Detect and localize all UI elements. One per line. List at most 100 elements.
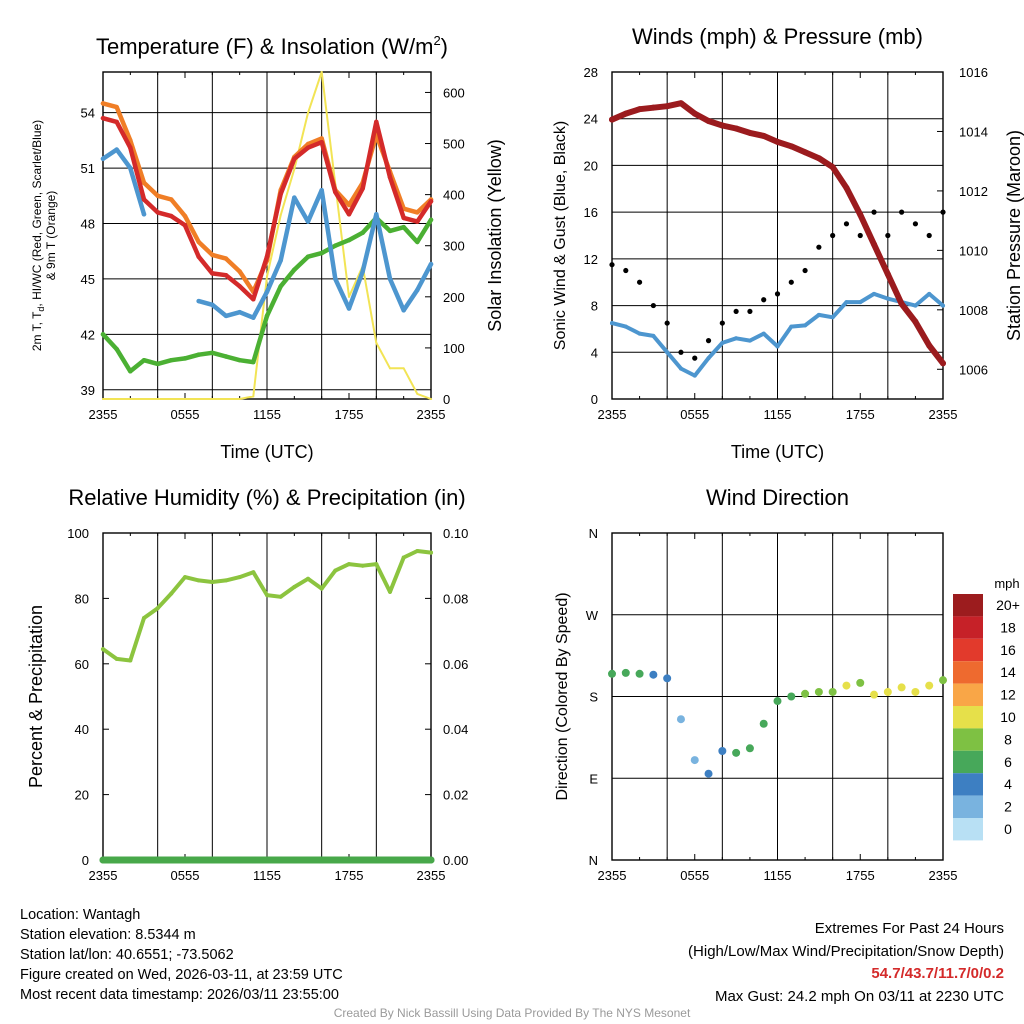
y2-tick-label: 0.10 xyxy=(443,526,468,541)
y2-tick-label: 100 xyxy=(443,341,465,356)
extremes-header: Extremes For Past 24 Hours xyxy=(814,920,1004,937)
gust-point xyxy=(650,302,656,309)
y-tick-label: W xyxy=(586,608,599,623)
humidity-line-point xyxy=(155,606,160,611)
pressure-line-point xyxy=(622,110,629,117)
x-tick-label: 1155 xyxy=(253,868,281,883)
temperature-series-line-point xyxy=(278,258,283,263)
temperature-series-line-point xyxy=(141,197,147,202)
x-tick-label: 0555 xyxy=(171,868,200,883)
wind-speed-line-point xyxy=(941,303,945,308)
humidity-line-point xyxy=(251,570,256,575)
y-tick-label: N xyxy=(589,853,598,868)
humidity-line-point xyxy=(224,578,228,583)
direction-point xyxy=(718,747,727,755)
y2-tick-label: 500 xyxy=(443,137,465,152)
legend-title: mph xyxy=(994,576,1019,591)
gust-point xyxy=(885,232,891,239)
y-tick-label: 100 xyxy=(67,526,89,541)
chart-title: Temperature (F) & Insolation (W/m2) xyxy=(96,33,448,59)
legend-label: 4 xyxy=(1004,776,1012,792)
wind-speed-line-point xyxy=(651,333,656,338)
y2-axis-label: Solar Insolation (Yellow) xyxy=(485,139,505,331)
precipitation-line-point xyxy=(208,856,216,864)
wind-speed-line-point xyxy=(747,338,752,343)
temperature-series-line-point xyxy=(100,156,106,162)
temperature-series-line-point xyxy=(348,295,350,298)
pressure-line-point xyxy=(857,211,864,218)
chart-title: Wind Direction xyxy=(706,485,849,510)
direction-point xyxy=(883,687,892,696)
chart-title: Relative Humidity (%) & Precipitation (i… xyxy=(68,485,465,510)
temperature-series-line-point xyxy=(387,175,393,180)
x-tick-label: 0555 xyxy=(680,407,709,422)
direction-point xyxy=(745,744,754,753)
wind-speed-line-point xyxy=(692,373,697,378)
temperature-series-line-point xyxy=(114,147,119,152)
temperature-series-line-point xyxy=(237,309,242,315)
pressure-line-point xyxy=(636,106,643,113)
x-tick-label: 1155 xyxy=(764,407,792,422)
humidity-line-point xyxy=(360,563,365,568)
temperature-series-line-point xyxy=(196,352,201,357)
legend-label: 0 xyxy=(1004,821,1012,837)
temperature-series-line-point xyxy=(114,104,119,110)
humidity-line-point xyxy=(278,594,283,599)
precipitation-line-point xyxy=(427,856,435,864)
temperature-series-line xyxy=(100,147,434,320)
temperature-series-line-point xyxy=(100,332,106,337)
y-tick-label: 54 xyxy=(81,106,95,121)
direction-point xyxy=(759,719,768,728)
temperature-series-line-point xyxy=(184,398,186,400)
wind-speed-line-point xyxy=(623,324,628,329)
x-tick-label: 2355 xyxy=(417,407,446,422)
temperature-series-line-point xyxy=(278,284,283,289)
gust-point xyxy=(816,244,822,250)
temperature-series-line-point xyxy=(182,213,188,219)
y-tick-label: 40 xyxy=(75,722,89,737)
temperature-series-line-point xyxy=(305,219,311,224)
station-info: Location: Wantagh Station elevation: 8.5… xyxy=(20,905,343,1005)
temperature-series-line-point xyxy=(251,296,256,302)
temperature-series-line-point xyxy=(223,256,229,261)
wind-speed-line-point xyxy=(858,300,863,305)
y2-tick-label: 0.02 xyxy=(443,788,468,803)
gust-point xyxy=(636,279,643,285)
x-tick-label: 2355 xyxy=(598,407,627,422)
gust-point xyxy=(719,320,725,326)
temperature-series-line-point xyxy=(387,228,393,234)
y2-tick-label: 1008 xyxy=(959,303,988,318)
y2-tick-label: 400 xyxy=(443,188,465,203)
temperature-series-line-point xyxy=(333,189,338,195)
pressure-line-point xyxy=(940,360,946,367)
humidity-line-point xyxy=(374,562,379,567)
direction-point xyxy=(690,756,699,765)
pressure-line-point xyxy=(664,103,671,110)
pressure-line-point xyxy=(788,143,795,150)
x-axis-label: Time (UTC) xyxy=(731,442,824,462)
x-tick-label: 2355 xyxy=(598,868,627,883)
precipitation-line-point xyxy=(126,856,134,864)
temperature-series-line-point xyxy=(155,193,160,199)
temperature-series-line-point xyxy=(416,392,419,395)
y-tick-label: 16 xyxy=(584,205,598,220)
temperature-series-line-point xyxy=(292,195,297,200)
elevation-text: Station elevation: 8.5344 m xyxy=(20,927,196,943)
pressure-line-point xyxy=(677,100,684,107)
pressure-line-point xyxy=(609,116,615,123)
direction-point xyxy=(621,668,630,677)
gust-point xyxy=(871,209,877,215)
temperature-series-line-point xyxy=(155,210,160,215)
legend-swatch xyxy=(953,683,983,706)
temperature-series-line-point xyxy=(223,354,229,359)
gust-point xyxy=(623,267,629,274)
x-tick-label: 1155 xyxy=(764,868,792,883)
temperature-series-line-point xyxy=(143,398,145,400)
y-tick-label: 0 xyxy=(591,392,598,407)
x-axis-label: Time (UTC) xyxy=(220,442,313,462)
y-axis-label: 2m T, Td, HI/WC (Red, Green, Scarlet/Blu… xyxy=(30,120,46,351)
temperature-series-line-point xyxy=(182,223,188,228)
pressure-line-point xyxy=(884,271,891,278)
temperature-series-line-point xyxy=(196,239,201,245)
temperature-series-line-point xyxy=(210,350,215,356)
